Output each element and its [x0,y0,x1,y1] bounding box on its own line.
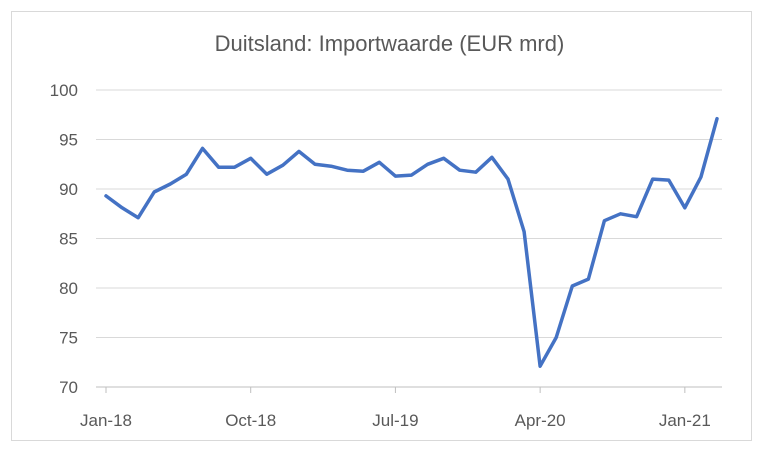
y-tick-label: 70 [59,378,78,397]
data-point [201,147,204,150]
data-point [120,206,123,209]
y-tick-label: 95 [59,131,78,150]
data-point [394,175,397,178]
data-point [281,164,284,167]
data-point [217,166,220,169]
y-tick-label: 75 [59,329,78,348]
x-tick-label: Apr-20 [515,411,566,430]
data-point [265,173,268,176]
data-point [104,194,107,197]
data-point [506,178,509,181]
data-point [313,163,316,166]
data-point [490,156,493,159]
data-point [635,215,638,218]
y-tick-label: 100 [50,81,78,100]
y-tick-label: 85 [59,230,78,249]
data-point [603,219,606,222]
x-tick-label: Jul-19 [372,411,418,430]
data-point [683,206,686,209]
series-line [104,116,719,368]
data-point [715,117,718,120]
data-point [651,178,654,181]
data-point [137,216,140,219]
data-point [555,336,558,339]
data-point [619,212,622,215]
data-point [249,157,252,160]
data-point [474,171,477,174]
data-point [153,190,156,193]
data-point [458,169,461,172]
data-point [571,284,574,287]
data-point [362,170,365,173]
x-tick-label: Jan-18 [80,411,132,430]
x-tick-label: Jan-21 [659,411,711,430]
data-point [442,157,445,160]
data-point [667,178,670,181]
data-point [233,166,236,169]
data-point [378,161,381,164]
y-tick-label: 80 [59,279,78,298]
data-point [185,173,188,176]
chart-title: Duitsland: Importwaarde (EUR mrd) [214,31,565,56]
x-tick-label: Oct-18 [225,411,276,430]
data-point [169,182,172,185]
data-point [699,176,702,179]
data-point [410,174,413,177]
data-point [522,230,525,233]
data-point [539,365,542,368]
data-point [587,277,590,280]
data-point [330,165,333,168]
data-point [297,150,300,153]
chart-frame [11,11,752,441]
y-tick-label: 90 [59,180,78,199]
data-point [346,169,349,172]
data-point [426,163,429,166]
